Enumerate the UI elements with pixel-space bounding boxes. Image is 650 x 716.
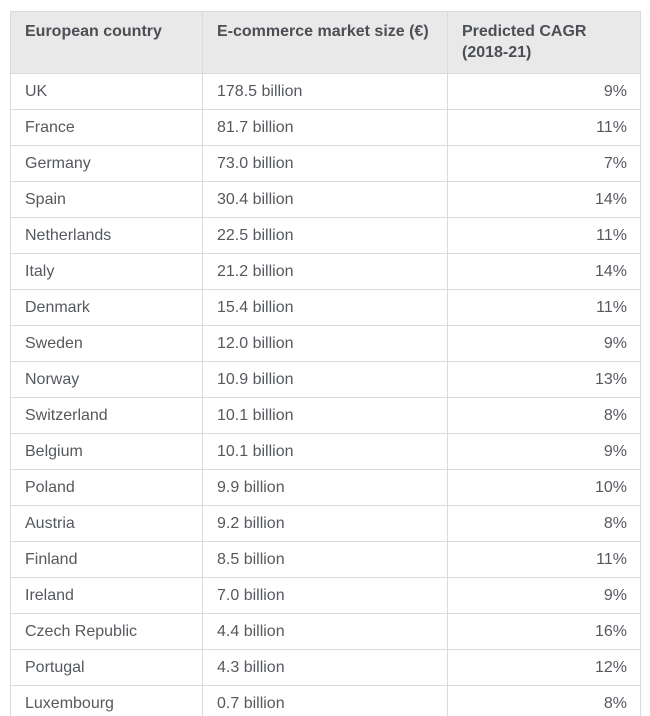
table-row: Czech Republic 4.4 billion 16%	[10, 613, 641, 650]
cell-country: Czech Republic	[10, 613, 203, 650]
ecommerce-market-table: European country E-commerce market size …	[10, 11, 641, 716]
table-header: European country E-commerce market size …	[10, 11, 641, 74]
cell-cagr: 11%	[447, 541, 641, 578]
cell-market-size: 73.0 billion	[202, 145, 448, 182]
cell-cagr: 11%	[447, 109, 641, 146]
table-row: Switzerland 10.1 billion 8%	[10, 397, 641, 434]
cell-market-size: 12.0 billion	[202, 325, 448, 362]
cell-country: Germany	[10, 145, 203, 182]
cell-cagr: 9%	[447, 433, 641, 470]
cell-market-size: 178.5 billion	[202, 73, 448, 110]
column-header-country: European country	[10, 11, 203, 74]
table-row: Germany 73.0 billion 7%	[10, 145, 641, 182]
table-row: Luxembourg 0.7 billion 8%	[10, 685, 641, 716]
cell-market-size: 10.1 billion	[202, 433, 448, 470]
cell-market-size: 7.0 billion	[202, 577, 448, 614]
table-row: Norway 10.9 billion 13%	[10, 361, 641, 398]
cell-cagr: 9%	[447, 577, 641, 614]
table-row: France 81.7 billion 11%	[10, 109, 641, 146]
table-row: Sweden 12.0 billion 9%	[10, 325, 641, 362]
table-row: Austria 9.2 billion 8%	[10, 505, 641, 542]
cell-cagr: 16%	[447, 613, 641, 650]
cell-market-size: 22.5 billion	[202, 217, 448, 254]
cell-cagr: 8%	[447, 685, 641, 716]
cell-country: Norway	[10, 361, 203, 398]
table-row: Denmark 15.4 billion 11%	[10, 289, 641, 326]
cell-country: Belgium	[10, 433, 203, 470]
column-header-cagr: Predicted CAGR (2018-21)	[447, 11, 641, 74]
cell-country: Finland	[10, 541, 203, 578]
header-row: European country E-commerce market size …	[10, 11, 641, 74]
table-row: Poland 9.9 billion 10%	[10, 469, 641, 506]
cell-market-size: 9.2 billion	[202, 505, 448, 542]
cell-cagr: 8%	[447, 505, 641, 542]
cell-cagr: 10%	[447, 469, 641, 506]
table-row: Spain 30.4 billion 14%	[10, 181, 641, 218]
cell-market-size: 9.9 billion	[202, 469, 448, 506]
cell-country: Ireland	[10, 577, 203, 614]
cell-market-size: 0.7 billion	[202, 685, 448, 716]
cell-cagr: 7%	[447, 145, 641, 182]
cell-country: Portugal	[10, 649, 203, 686]
column-header-market-size: E-commerce market size (€)	[202, 11, 448, 74]
cell-country: Switzerland	[10, 397, 203, 434]
cell-market-size: 10.9 billion	[202, 361, 448, 398]
cell-market-size: 10.1 billion	[202, 397, 448, 434]
cell-market-size: 4.4 billion	[202, 613, 448, 650]
cell-cagr: 12%	[447, 649, 641, 686]
table-row: Belgium 10.1 billion 9%	[10, 433, 641, 470]
cell-country: Netherlands	[10, 217, 203, 254]
cell-market-size: 4.3 billion	[202, 649, 448, 686]
cell-cagr: 14%	[447, 253, 641, 290]
cell-market-size: 81.7 billion	[202, 109, 448, 146]
cell-cagr: 11%	[447, 217, 641, 254]
cell-country: Spain	[10, 181, 203, 218]
table-body: UK 178.5 billion 9% France 81.7 billion …	[10, 73, 641, 716]
cell-market-size: 21.2 billion	[202, 253, 448, 290]
table-row: Finland 8.5 billion 11%	[10, 541, 641, 578]
cell-cagr: 9%	[447, 73, 641, 110]
cell-market-size: 15.4 billion	[202, 289, 448, 326]
cell-cagr: 13%	[447, 361, 641, 398]
cell-country: Sweden	[10, 325, 203, 362]
table-row: Ireland 7.0 billion 9%	[10, 577, 641, 614]
cell-country: Italy	[10, 253, 203, 290]
cell-cagr: 8%	[447, 397, 641, 434]
cell-country: Denmark	[10, 289, 203, 326]
cell-cagr: 11%	[447, 289, 641, 326]
table-row: Italy 21.2 billion 14%	[10, 253, 641, 290]
cell-market-size: 8.5 billion	[202, 541, 448, 578]
cell-cagr: 14%	[447, 181, 641, 218]
cell-market-size: 30.4 billion	[202, 181, 448, 218]
cell-country: Luxembourg	[10, 685, 203, 716]
table-row: Netherlands 22.5 billion 11%	[10, 217, 641, 254]
table-row: Portugal 4.3 billion 12%	[10, 649, 641, 686]
cell-country: Austria	[10, 505, 203, 542]
cell-country: France	[10, 109, 203, 146]
cell-cagr: 9%	[447, 325, 641, 362]
cell-country: Poland	[10, 469, 203, 506]
table-row: UK 178.5 billion 9%	[10, 73, 641, 110]
cell-country: UK	[10, 73, 203, 110]
